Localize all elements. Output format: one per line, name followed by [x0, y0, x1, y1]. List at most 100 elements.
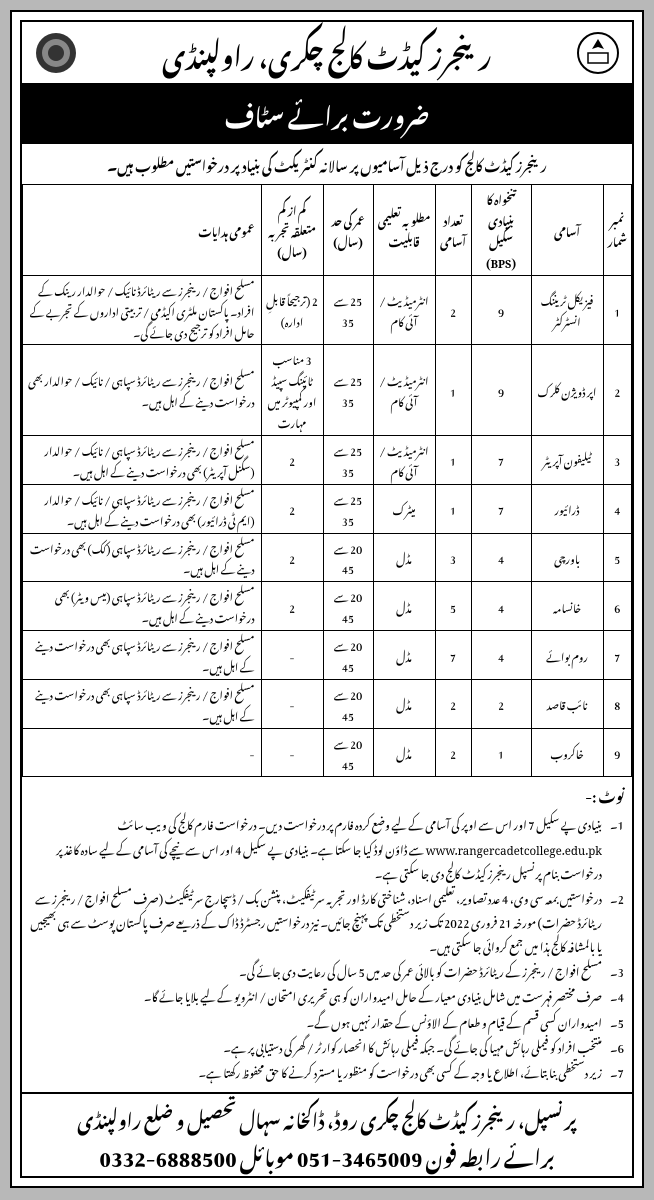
cell-vac: 3: [435, 533, 471, 582]
cell-inst: مسلح افواج / رینجرز سے ریٹائرڈ سپاہی (می…: [23, 582, 262, 631]
mobile-label: موبائل: [240, 1129, 294, 1179]
col-age: عمر کی حد (سال): [323, 185, 373, 276]
table-row: 5باورچی43مڈل20 سے 452مسلح افواج / رینجرز…: [23, 533, 632, 582]
cell-exp: -: [261, 679, 323, 728]
cell-vac: 1: [435, 345, 471, 436]
cell-post: خانسامہ: [531, 582, 603, 631]
cell-post: روم بوائے: [531, 631, 603, 680]
cell-inst: -: [23, 728, 262, 777]
cell-exp: 3 مناسب ٹائپنگ سپیڈ اور کمپیوٹر میں مہار…: [261, 345, 323, 436]
cell-vac: 1: [435, 435, 471, 484]
cell-post: اپر ڈویژن کلرک: [531, 345, 603, 436]
cell-qual: انٹرمیڈیٹ / آئی کام: [373, 435, 435, 484]
cell-sr: 6: [603, 582, 631, 631]
note-item: منتخب افراد کو فیملی رہائش مہیا کی جائے …: [30, 1034, 624, 1058]
col-sr: نمبر شمار: [603, 185, 631, 276]
cell-vac: 2: [435, 275, 471, 345]
intro-text: رینجرز کیڈٹ کالج کو درج ذیل آسامیوں پر س…: [22, 144, 632, 185]
emblem-left: [574, 29, 622, 77]
cell-exp: 2: [261, 484, 323, 533]
cell-age: 25 سے 35: [323, 275, 373, 345]
col-bps: تنخواہ کا بنیادی سکیل (BPS): [471, 185, 531, 276]
cell-post: فیزیکل ٹریننگ انسٹرکٹر: [531, 275, 603, 345]
cell-sr: 9: [603, 728, 631, 777]
header-title: رینجرز کیڈٹ کالج چکری، راولپنڈی: [80, 28, 574, 77]
cell-vac: 5: [435, 582, 471, 631]
table-row: 9خاکروب12مڈل20 سے 45--: [23, 728, 632, 777]
cell-age: 20 سے 45: [323, 679, 373, 728]
cell-bps: 4: [471, 582, 531, 631]
emblem-right: [32, 29, 80, 77]
cell-age: 25 سے 35: [323, 345, 373, 436]
note-item: بنیادی پے سکیل 7 اور اس سے اوپر کی آسامی…: [30, 811, 624, 883]
cell-qual: مڈل: [373, 631, 435, 680]
col-post: آسامی: [531, 185, 603, 276]
cell-qual: میٹرک: [373, 484, 435, 533]
cell-sr: 2: [603, 345, 631, 436]
page: رینجرز کیڈٹ کالج چکری، راولپنڈی ضرورت بر…: [10, 10, 644, 1188]
cell-qual: مڈل: [373, 728, 435, 777]
cell-age: 25 سے 35: [323, 484, 373, 533]
table-row: 4ڈرائیور71میٹرک25 سے 352مسلح افواج / رین…: [23, 484, 632, 533]
cell-exp: -: [261, 631, 323, 680]
cell-sr: 4: [603, 484, 631, 533]
cell-qual: مڈل: [373, 533, 435, 582]
cell-post: خاکروب: [531, 728, 603, 777]
cell-bps: 9: [471, 275, 531, 345]
col-vac: تعداد آسامی: [435, 185, 471, 276]
note-item: درخواستیں بمعہ سی وی، 4 عدد تصاویر، تعلی…: [30, 885, 624, 957]
cell-exp: -: [261, 728, 323, 777]
cell-qual: انٹرمیڈیٹ / آئی کام: [373, 275, 435, 345]
footer-phone-line: برائے رابطہ فون 051-3465009 موبائل 0332-…: [26, 1136, 628, 1172]
cell-sr: 1: [603, 275, 631, 345]
table-row: 6خانسامہ45مڈل20 سے 452مسلح افواج / رینجر…: [23, 582, 632, 631]
cell-post: نائب قاصد: [531, 679, 603, 728]
cell-bps: 1: [471, 728, 531, 777]
cell-sr: 3: [603, 435, 631, 484]
table-header-row: نمبر شمار آسامی تنخواہ کا بنیادی سکیل (B…: [23, 185, 632, 276]
cell-age: 20 سے 45: [323, 582, 373, 631]
notes-label: نوٹ :-: [22, 777, 632, 809]
col-inst: عمومی ہدایات: [23, 185, 262, 276]
cell-vac: 7: [435, 631, 471, 680]
footer: پرنسپل، رینجرز کیڈٹ کالج چکری روڈ، ڈاکخا…: [22, 1092, 632, 1176]
cell-inst: مسلح افواج / رینجرز سے ریٹائرڈ سپاہی (کک…: [23, 533, 262, 582]
cell-vac: 2: [435, 679, 471, 728]
cell-qual: انٹرمیڈیٹ / آئی کام: [373, 345, 435, 436]
header: رینجرز کیڈٹ کالج چکری، راولپنڈی: [22, 22, 632, 84]
banner: ضرورت برائے سٹاف: [22, 84, 632, 143]
col-qual: مطلوبہ تعلیمی قابلیت: [373, 185, 435, 276]
note-item: زیر دستخطی بنا بتائے، اطلاع یا وجہ کے کس…: [30, 1059, 624, 1083]
note-item: مسلح افواج / رینجرز کے ریٹائرڈ حضرات کو …: [30, 958, 624, 982]
table-row: 2اپر ڈویژن کلرک91انٹرمیڈیٹ / آئی کام25 س…: [23, 345, 632, 436]
cell-vac: 1: [435, 484, 471, 533]
cell-age: 20 سے 45: [323, 533, 373, 582]
cell-bps: 7: [471, 484, 531, 533]
cell-sr: 7: [603, 631, 631, 680]
cell-bps: 4: [471, 631, 531, 680]
cell-inst: مسلح افواج / رینجرز سے ریٹائرڈ نائیک / ح…: [23, 275, 262, 345]
content-frame: رینجرز کیڈٹ کالج چکری، راولپنڈی ضرورت بر…: [20, 20, 634, 1178]
table-row: 3ٹیلیفون آپریٹر71انٹرمیڈیٹ / آئی کام25 س…: [23, 435, 632, 484]
cell-age: 20 سے 45: [323, 631, 373, 680]
cell-exp: 2 (ترجیحاً قابلِ ادارہ): [261, 275, 323, 345]
cell-exp: 2: [261, 533, 323, 582]
cell-qual: مڈل: [373, 679, 435, 728]
note-item: امیدواران کسی قسم کے قیام و طعام کے الاؤ…: [30, 1009, 624, 1033]
table-row: 8نائب قاصد22مڈل20 سے 45-مسلح افواج / رین…: [23, 679, 632, 728]
cell-inst: مسلح افواج / رینجرز سے ریٹائرڈ سپاہی بھی…: [23, 631, 262, 680]
phone1: 051-3465009: [297, 1136, 423, 1172]
cell-vac: 2: [435, 728, 471, 777]
cell-age: 25 سے 35: [323, 435, 373, 484]
cell-bps: 9: [471, 345, 531, 436]
phone2: 0332-6888500: [99, 1136, 236, 1172]
cell-bps: 4: [471, 533, 531, 582]
cell-bps: 7: [471, 435, 531, 484]
vacancy-table: نمبر شمار آسامی تنخواہ کا بنیادی سکیل (B…: [22, 184, 632, 777]
cell-age: 20 سے 45: [323, 728, 373, 777]
table-row: 1فیزیکل ٹریننگ انسٹرکٹر92انٹرمیڈیٹ / آئی…: [23, 275, 632, 345]
cell-post: ٹیلیفون آپریٹر: [531, 435, 603, 484]
cell-inst: مسلح افواج / رینجرز سے ریٹائرڈ سپاہی / ن…: [23, 484, 262, 533]
cell-bps: 2: [471, 679, 531, 728]
phone-label: برائے رابطہ فون: [426, 1129, 555, 1179]
